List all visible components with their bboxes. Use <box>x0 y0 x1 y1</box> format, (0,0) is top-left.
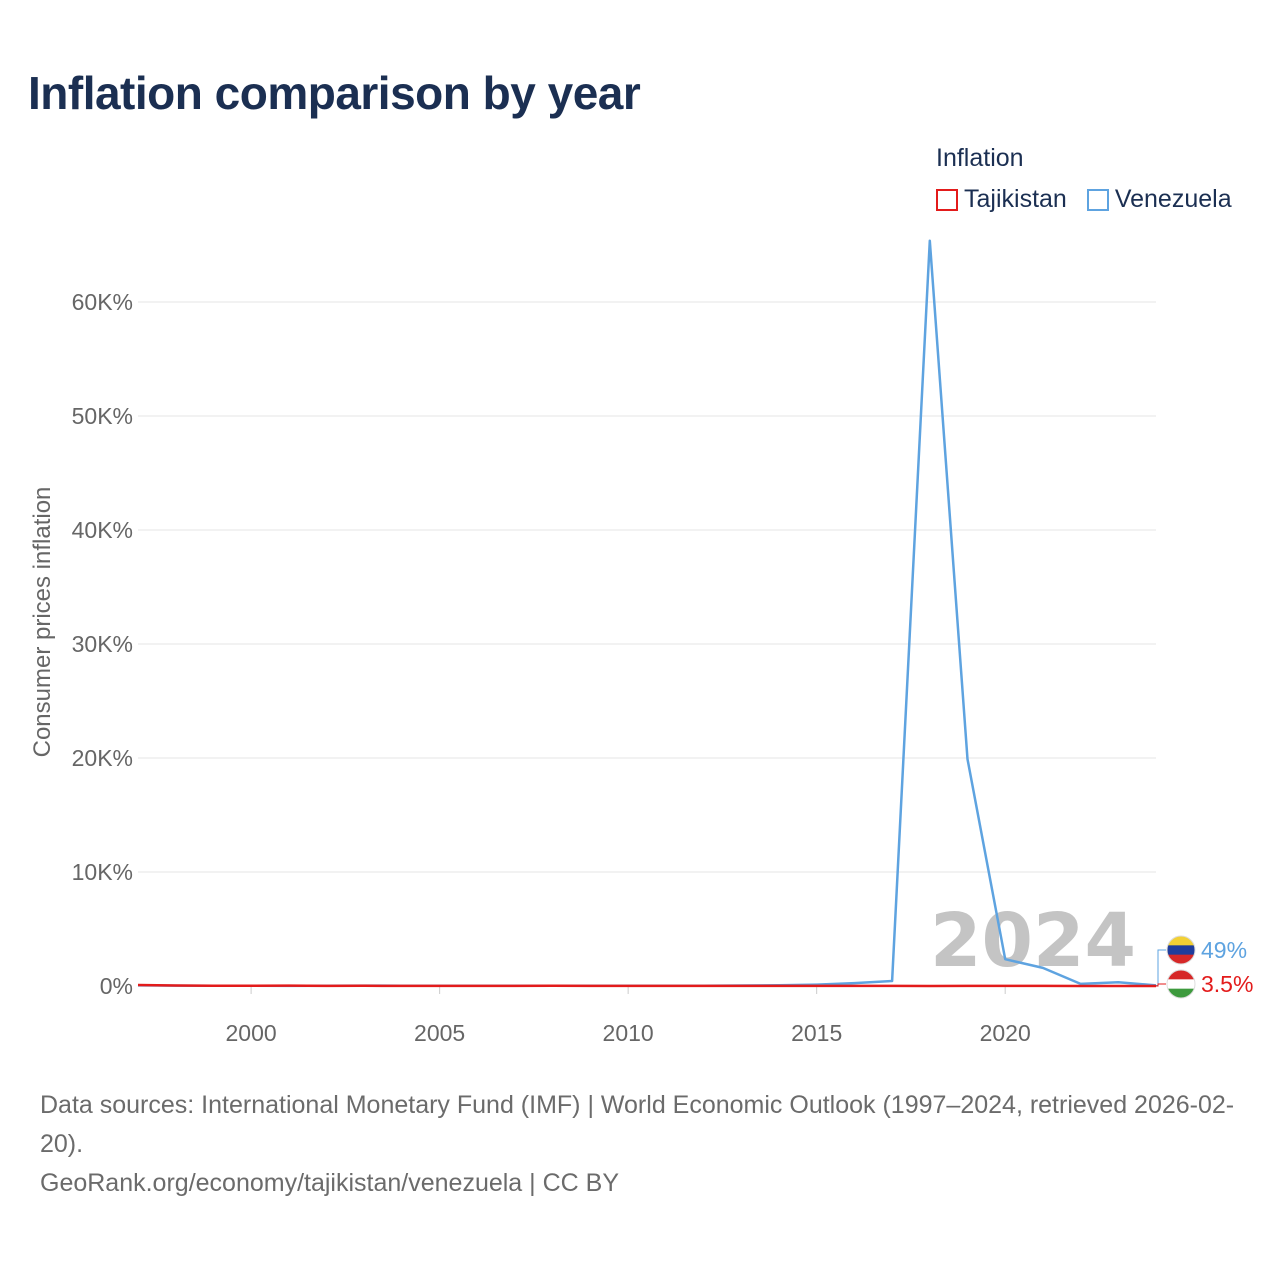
y-tick-label: 10K% <box>72 859 133 885</box>
x-tick-label: 2000 <box>226 1020 277 1046</box>
y-tick-label: 50K% <box>72 403 133 429</box>
y-tick-label: 40K% <box>72 517 133 543</box>
x-axis: 2000 2005 2010 2015 2020 <box>226 986 1031 1046</box>
legend-swatch-tajikistan <box>936 188 958 211</box>
x-tick-label: 2020 <box>980 1020 1031 1046</box>
legend-label-venezuela: Venezuela <box>1114 185 1232 213</box>
line-chart: 0%10K%20K%30K%40K%50K%60K% 2000 2005 2010 2… <box>29 239 1253 1046</box>
current-year-label: 2024 <box>930 898 1136 984</box>
end-label-connector <box>1156 949 1166 986</box>
footer: Data sources: International Monetary Fun… <box>40 1086 1250 1203</box>
x-tick-label: 2015 <box>791 1020 842 1046</box>
y-tick-label: 30K% <box>72 631 133 657</box>
legend: Inflation Tajikistan Venezuela <box>936 144 1252 214</box>
legend-title: Inflation <box>936 144 1024 172</box>
data-sources: Data sources: International Monetary Fun… <box>40 1091 1235 1158</box>
legend-item-tajikistan[interactable]: Tajikistan <box>936 185 1067 214</box>
legend-swatch-venezuela <box>1086 188 1109 211</box>
series-line-venezuela <box>137 239 1157 988</box>
flag-venezuela-icon <box>1167 936 1195 964</box>
y-tick-label: 0% <box>100 973 133 999</box>
credit-link[interactable]: GeoRank.org/economy/tajikistan/venezuela… <box>40 1169 620 1197</box>
series-line-tajikistan <box>137 983 1156 988</box>
y-tick-label: 60K% <box>72 289 133 315</box>
x-tick-label: 2005 <box>414 1020 465 1046</box>
y-axis: 0% 10K% 20K% 30K% 40K% 50K% 60K% <box>72 289 133 999</box>
y-axis-label: Consumer prices inflation <box>29 487 56 758</box>
flag-tajikistan-icon <box>1167 970 1195 998</box>
end-value-venezuela: 49% <box>1201 937 1247 963</box>
end-labels: 49% 3.5% <box>1156 935 1253 999</box>
end-label-connector <box>1156 983 1166 987</box>
series-lines <box>137 239 1157 988</box>
chart-title: Inflation comparison by year <box>28 67 641 119</box>
legend-label-tajikistan: Tajikistan <box>964 185 1067 213</box>
y-tick-label: 20K% <box>72 745 133 771</box>
legend-item-venezuela[interactable]: Venezuela <box>1086 185 1232 214</box>
x-tick-label: 2010 <box>603 1020 654 1046</box>
end-value-tajikistan: 3.5% <box>1201 971 1253 997</box>
grid-lines <box>138 301 1156 987</box>
